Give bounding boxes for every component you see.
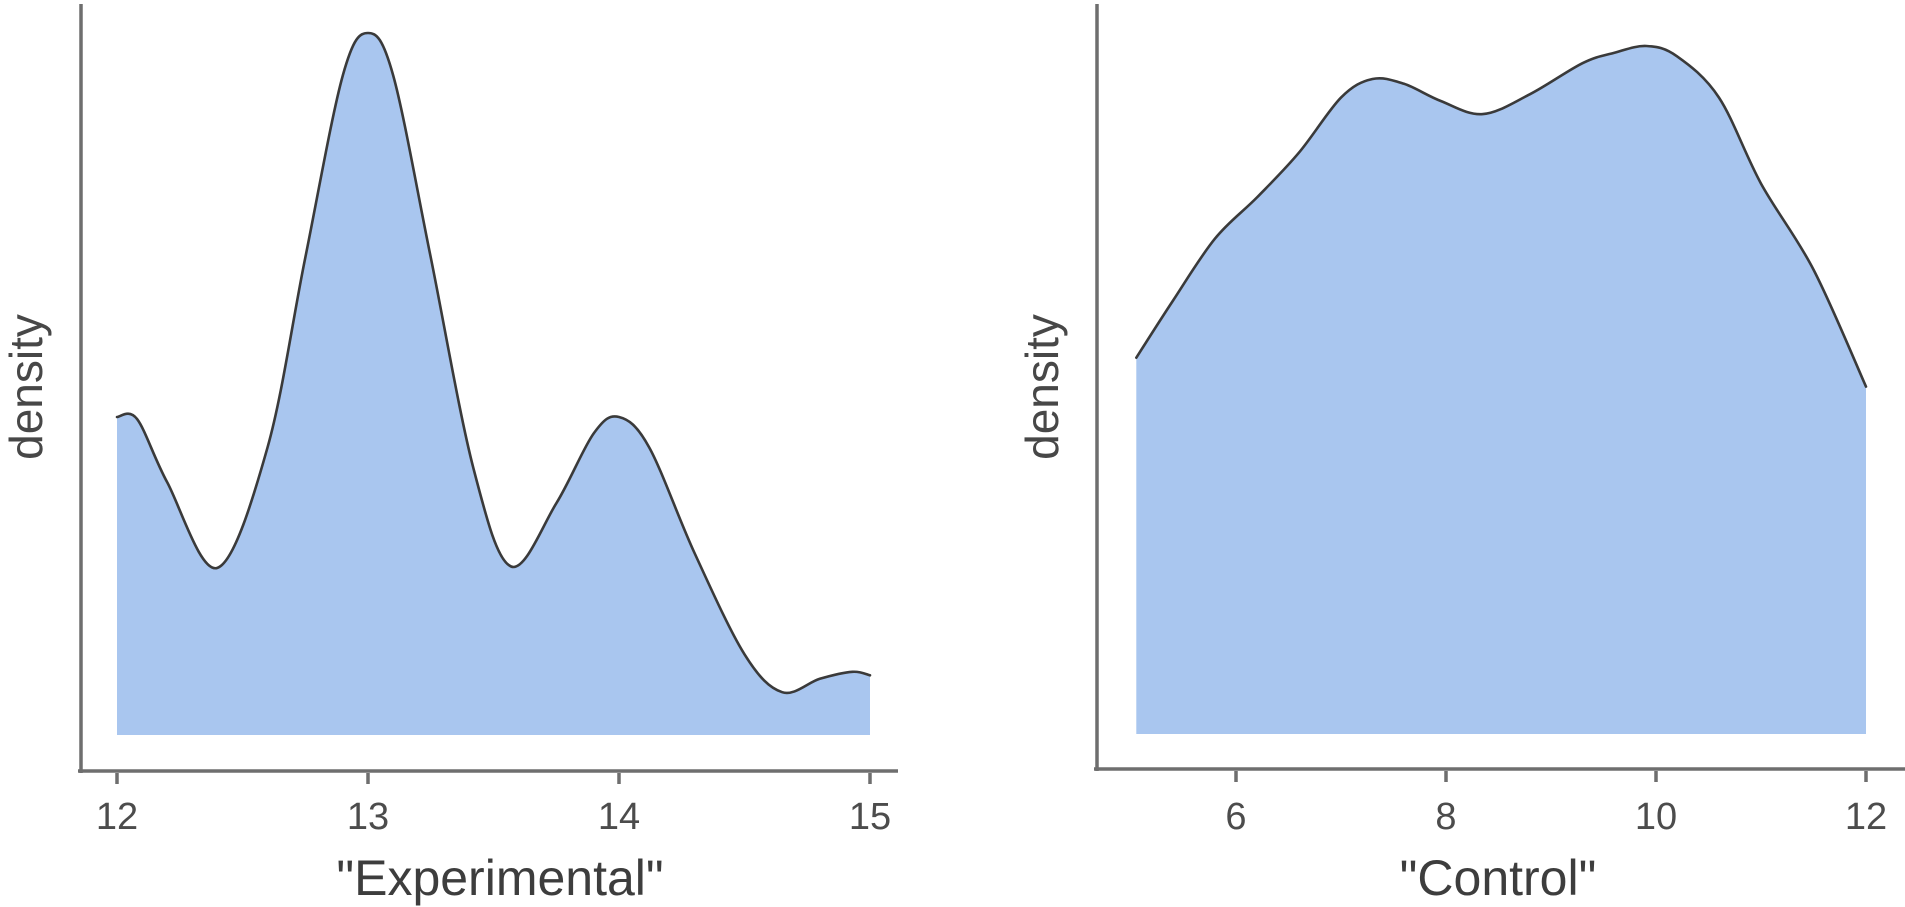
- density-area: [117, 33, 870, 735]
- x-tick-label: 12: [96, 796, 138, 838]
- x-tick-labels: 12 13 14 15: [96, 796, 891, 838]
- x-ticks: [1234, 771, 1868, 782]
- density-curve: [1135, 44, 1868, 388]
- x-tick-label: 12: [1845, 796, 1887, 838]
- panel-control: 6 8 10 12 "Control" density: [1016, 4, 1905, 906]
- x-tick-label: 15: [849, 796, 891, 838]
- x-tick-label: 10: [1635, 796, 1677, 838]
- x-tick-label: 8: [1435, 796, 1456, 838]
- y-axis-title: density: [0, 314, 52, 460]
- x-ticks: [115, 773, 872, 784]
- x-tick-labels: 6 8 10 12: [1225, 796, 1887, 838]
- x-tick-label: 14: [598, 796, 640, 838]
- y-axis-title: density: [1016, 314, 1068, 460]
- density-curve: [115, 31, 872, 695]
- x-tick-label: 13: [347, 796, 389, 838]
- panel-experimental: 12 13 14 15 "Experimental" density: [0, 4, 898, 906]
- x-tick-label: 6: [1225, 796, 1246, 838]
- density-area: [1136, 45, 1866, 735]
- x-axis-title: "Control": [1400, 850, 1597, 906]
- x-axis-title: "Experimental": [336, 850, 663, 906]
